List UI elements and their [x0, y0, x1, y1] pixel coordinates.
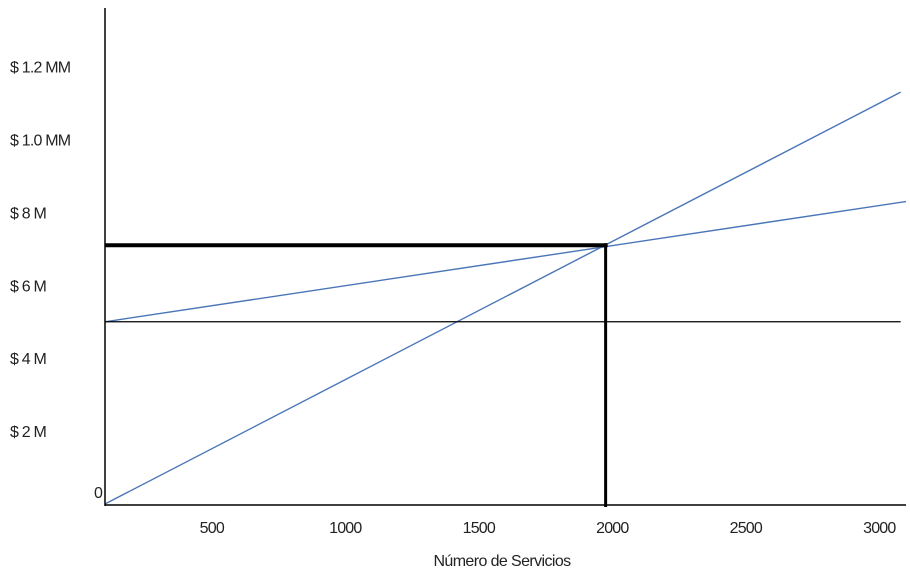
series-line-2 — [104, 200, 907, 323]
x-tick-label: 500 — [200, 520, 225, 537]
x-tick-label: 2000 — [596, 520, 629, 537]
y-tick-label: 0 — [94, 485, 103, 502]
y-tick-label: $ 8 M — [10, 205, 46, 222]
x-tick-labels: 500 1000 1500 2000 2500 3000 — [200, 520, 898, 537]
y-tick-label: $ 1.0 MM — [10, 133, 71, 150]
y-tick-labels: 0 $ 2 M $ 4 M $ 6 M $ 8 M $ 1.0 MM $ 1.2 MM — [10, 60, 104, 502]
x-tick-label: 3000 — [863, 520, 896, 537]
series-layer — [104, 91, 907, 505]
x-tick-label: 1000 — [329, 520, 362, 537]
x-tick-label: 1500 — [463, 520, 496, 537]
y-tick-label: $ 4 M — [10, 351, 46, 368]
x-tick-label: 2500 — [730, 520, 763, 537]
y-tick-label: $ 1.2 MM — [10, 60, 71, 77]
y-tick-label: $ 2 M — [10, 424, 46, 441]
break-even-guides — [105, 243, 608, 507]
x-axis-title: Número de Servicios — [433, 553, 571, 570]
y-tick-label: $ 6 M — [10, 278, 46, 295]
series-line-1 — [104, 91, 901, 505]
